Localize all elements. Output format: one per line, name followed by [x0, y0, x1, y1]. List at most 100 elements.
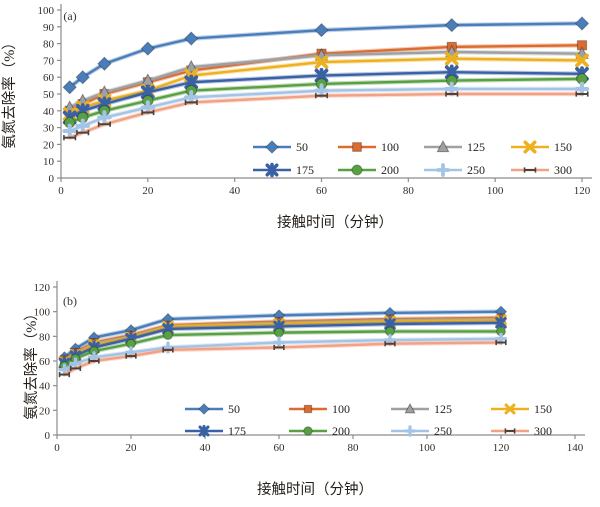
y-tick-label: 70: [43, 55, 55, 67]
plus-marker-icon: [272, 336, 286, 349]
y-tick-label: 90: [43, 22, 55, 34]
y-tick-label: 30: [43, 123, 55, 135]
x-tick-label: 100: [419, 442, 436, 454]
dash-marker-icon: [523, 167, 537, 173]
legend-item-100: 100: [338, 140, 399, 154]
legend-label: 150: [554, 140, 572, 154]
x-tick-label: 60: [274, 442, 286, 454]
chart-b-ammonia-removal-vs-time: 0 20 40 60 80 100 120 140 0 20 40 60 80 100 120 (b) 50 10…: [23, 281, 585, 498]
legend-item-50: 50: [253, 140, 308, 154]
x-tick-label: 140: [567, 442, 584, 454]
dash-marker-icon: [125, 353, 137, 359]
x-marker-icon: [575, 53, 589, 68]
dash-marker-icon: [184, 99, 198, 105]
dash-marker-icon: [97, 121, 111, 127]
diamond-marker-icon: [314, 22, 329, 38]
plus-marker-icon: [58, 363, 71, 376]
diamond-marker-icon: [97, 56, 112, 71]
x-marker-icon: [314, 55, 329, 69]
legend-item-150: 150: [491, 402, 552, 416]
diamond-marker-icon: [75, 69, 90, 85]
axes: 0 20 40 60 80 100 120 140 0 20 40 60 80 100 120: [34, 281, 585, 454]
legend-item-50: 50: [185, 402, 240, 416]
diamond-marker-icon: [184, 31, 199, 46]
circle-marker-icon: [163, 330, 173, 341]
legend-label: 300: [534, 424, 552, 438]
diamond-marker-icon: [265, 140, 279, 154]
legend-item-125: 125: [424, 140, 485, 154]
star-marker-icon: [198, 424, 210, 438]
y-axis-title: 氨氮去除率（%）: [23, 306, 40, 420]
legend-label: 250: [467, 163, 485, 177]
series-300: [58, 339, 507, 378]
dash-marker-icon: [445, 91, 459, 97]
y-tick-label: 0: [45, 430, 51, 442]
axes: 0 20 40 60 80 100 120 0 10 20 30 40 50 60 70 80 90 100: [38, 4, 592, 197]
x-tick-label: 100: [487, 185, 504, 197]
circle-marker-icon: [303, 426, 313, 436]
legend-item-250: 250: [391, 424, 452, 438]
y-tick-label: 40: [39, 381, 51, 393]
x-tick-label: 20: [126, 442, 138, 454]
dash-marker-icon: [69, 365, 82, 371]
legend-item-100: 100: [289, 402, 350, 416]
legend-label: 175: [228, 424, 246, 438]
legend-label: 100: [381, 140, 399, 154]
legend-label: 300: [554, 163, 572, 177]
series-175: [62, 64, 589, 126]
legend: 50 100 125 150 175 200 250 300: [185, 402, 552, 438]
dash-marker-icon: [314, 93, 329, 99]
x-tick-label: 40: [229, 185, 241, 197]
y-tick-label: 20: [43, 139, 55, 151]
legend-label: 50: [228, 402, 240, 416]
plus-marker-icon: [404, 425, 416, 437]
y-tick-label: 50: [43, 89, 55, 101]
legend-item-200: 200: [338, 163, 399, 177]
dash-marker-icon: [76, 130, 90, 136]
legend: 50 100 125 150 175 200 250 300: [253, 140, 572, 178]
y-axis-title: 氨氮去除率（%）: [1, 35, 18, 149]
x-tick-label: 120: [574, 185, 591, 197]
star-marker-icon: [495, 316, 507, 330]
legend-label: 100: [332, 402, 350, 416]
diamond-marker-icon: [574, 16, 590, 31]
diamond-marker-icon: [444, 17, 459, 33]
dash-marker-icon: [504, 428, 516, 434]
legend-label: 250: [434, 424, 452, 438]
square-marker-icon: [303, 404, 313, 414]
star-marker-icon: [265, 162, 279, 178]
y-tick-label: 10: [43, 156, 55, 168]
plus-marker-icon: [184, 90, 199, 105]
dash-marker-icon: [88, 358, 100, 364]
legend-item-300: 300: [491, 424, 552, 438]
x-tick-label: 20: [142, 185, 154, 197]
legend-label: 200: [332, 424, 350, 438]
y-tick-label: 120: [34, 282, 51, 294]
legend-label: 200: [381, 163, 399, 177]
plus-marker-icon: [97, 110, 112, 125]
series-50: [62, 16, 590, 95]
series-300: [63, 91, 589, 141]
plus-marker-icon: [436, 163, 450, 177]
dash-marker-icon: [63, 135, 77, 141]
panel-label: (a): [63, 9, 76, 23]
x-tick-label: 0: [54, 442, 60, 454]
square-marker-icon: [352, 142, 362, 152]
diamond-marker-icon: [62, 80, 77, 95]
plus-marker-icon: [444, 81, 459, 97]
plus-marker-icon: [62, 123, 77, 139]
legend-item-250: 250: [424, 163, 485, 177]
legend-label: 150: [534, 402, 552, 416]
y-tick-label: 40: [43, 106, 55, 118]
dash-marker-icon: [141, 109, 155, 116]
dash-marker-icon: [58, 371, 71, 378]
x-axis-title: 接触时间（分钟）: [257, 481, 373, 498]
x-marker-icon: [444, 51, 459, 66]
circle-marker-icon: [274, 327, 284, 338]
legend-item-200: 200: [289, 424, 350, 438]
legend-item-125: 125: [391, 402, 452, 416]
x-tick-label: 60: [316, 185, 328, 197]
dash-marker-icon: [273, 344, 285, 351]
plus-marker-icon: [75, 118, 90, 134]
chart-a-ammonia-removal-vs-time: 0 20 40 60 80 100 120 0 10 20 30 40 50 60 70 80 90 100 (a)…: [1, 4, 592, 231]
